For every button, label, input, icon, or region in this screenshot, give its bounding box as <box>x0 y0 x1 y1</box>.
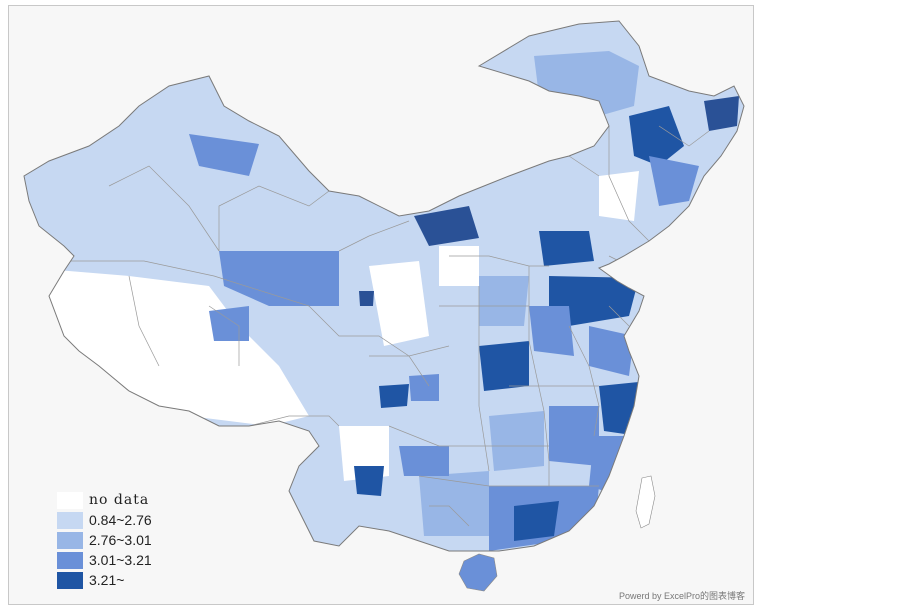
legend-item-range-1: 0.84~2.76 <box>57 510 152 530</box>
map-legend: no data 0.84~2.76 2.76~3.01 3.01~3.21 3.… <box>57 490 152 590</box>
region-xinjiang-north <box>189 134 259 176</box>
region-liaoning-nodata <box>599 171 639 221</box>
region-central-dark <box>479 341 529 391</box>
choropleth-map <box>23 20 745 592</box>
region-inner-mongolia <box>414 206 479 246</box>
region-heilongjiang-east <box>704 96 739 131</box>
region-zhejiang <box>599 381 649 436</box>
legend-item-range-3: 3.01~3.21 <box>57 550 152 570</box>
legend-item-range-2: 2.76~3.01 <box>57 530 152 550</box>
legend-label: 2.76~3.01 <box>89 532 152 548</box>
region-fujian <box>589 436 634 496</box>
legend-label: 0.84~2.76 <box>89 512 152 528</box>
region-beijing-hebei <box>539 231 594 266</box>
region-chongqing-mid <box>409 374 439 401</box>
legend-swatch <box>57 571 83 589</box>
legend-label: 3.01~3.21 <box>89 552 152 568</box>
region-gansu-dark <box>359 291 374 306</box>
region-pearl-delta <box>514 501 559 541</box>
china-outline <box>23 20 745 552</box>
region-shanxi <box>479 276 529 326</box>
region-tibet <box>24 266 309 426</box>
legend-item-range-4: 3.21~ <box>57 570 152 590</box>
region-jiangxi <box>549 406 599 466</box>
region-hunan <box>489 411 544 471</box>
legend-swatch <box>57 491 83 509</box>
region-central-mid <box>529 306 574 356</box>
legend-item-no-data: no data <box>57 490 152 510</box>
region-taiwan <box>635 475 656 529</box>
region-gansu-nodata <box>369 261 429 346</box>
legend-label: no data <box>89 492 150 508</box>
region-guizhou <box>399 446 449 476</box>
legend-swatch <box>57 511 83 529</box>
region-hainan <box>458 553 498 592</box>
region-sichuan-mid <box>209 306 249 341</box>
legend-label: 3.21~ <box>89 572 125 588</box>
region-guangxi <box>419 471 489 536</box>
region-yunnan-dark <box>354 466 384 496</box>
region-hebei-nodata <box>439 246 479 286</box>
watermark-credit: Powerd by ExcelPro的图表博客 <box>618 591 745 601</box>
map-frame: no data 0.84~2.76 2.76~3.01 3.01~3.21 3.… <box>8 5 754 605</box>
region-qinghai-west <box>219 251 339 306</box>
legend-swatch <box>57 531 83 549</box>
region-jilin <box>649 156 699 206</box>
legend-swatch <box>57 551 83 569</box>
region-sichuan-dark <box>379 384 409 408</box>
region-northeast-dark <box>629 106 684 166</box>
region-jiangsu <box>589 326 634 376</box>
